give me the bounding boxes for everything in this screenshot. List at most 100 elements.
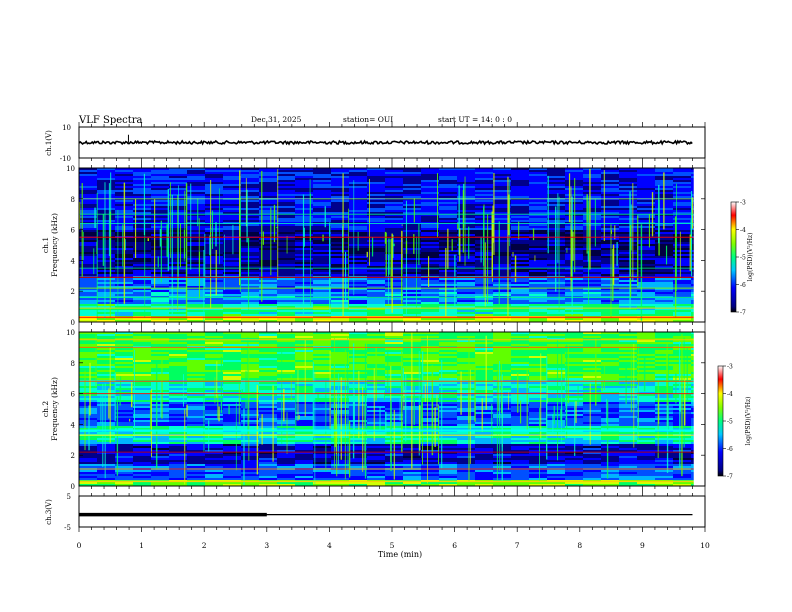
spectrogram-cell xyxy=(547,426,566,429)
spectrogram-cell xyxy=(493,272,512,275)
spectrogram-cell xyxy=(601,194,620,197)
spectrogram-cell xyxy=(619,360,638,363)
spectrogram-cell xyxy=(637,298,656,301)
spectrogram-cell xyxy=(565,334,584,337)
spectrogram-cell xyxy=(79,298,98,301)
spectrogram-cell xyxy=(601,294,620,297)
spectrogram-cell xyxy=(133,370,152,373)
spectrogram-cell xyxy=(601,286,620,289)
spectrogram-cell xyxy=(565,342,584,345)
spectrogram-cell xyxy=(223,426,242,429)
spectrogram-cell xyxy=(295,298,314,301)
spectrogram-cell xyxy=(637,286,656,289)
spectrogram-cell xyxy=(673,204,692,207)
spectrogram-cell xyxy=(133,298,152,301)
spectrogram-cell xyxy=(79,186,98,189)
spectrogram-cell xyxy=(151,204,170,207)
spectrogram-cell xyxy=(223,340,242,343)
spectrogram-cell xyxy=(259,420,278,423)
spectrogram-cell xyxy=(421,306,440,309)
spectrogram-cell xyxy=(421,212,440,215)
spectrogram-cell xyxy=(385,396,404,399)
spectrogram-cell xyxy=(493,270,512,273)
spectrogram-cell xyxy=(367,414,386,417)
spectrogram-cell xyxy=(295,376,314,379)
spectrogram-cell xyxy=(583,384,602,387)
spectrogram-cell xyxy=(637,196,656,199)
spectrogram-cell xyxy=(259,188,278,191)
spectrogram-cell xyxy=(385,242,404,245)
spectrogram-cell xyxy=(637,344,656,347)
spectrogram-cell xyxy=(421,390,440,393)
spectrogram-cell xyxy=(79,372,98,375)
spectrogram-cell xyxy=(385,178,404,181)
spectrogram-cell xyxy=(673,284,692,287)
spectrogram-cell xyxy=(601,418,620,421)
spectrogram-cell xyxy=(565,320,584,322)
spectrogram-cell xyxy=(475,300,494,303)
spectrogram-cell xyxy=(115,358,134,361)
spectrogram-cell xyxy=(547,186,566,189)
spectrogram-cell xyxy=(565,360,584,363)
spectrogram-cell xyxy=(511,238,530,241)
spectrogram-cell xyxy=(619,204,638,207)
spectrogram-cell xyxy=(637,348,656,351)
spectrogram-cell xyxy=(385,256,404,259)
spectrogram-cell xyxy=(493,214,512,217)
spectrogram-cell xyxy=(349,398,368,401)
spectrogram-cell xyxy=(97,200,116,203)
spectrogram-cell xyxy=(241,320,260,322)
spectrogram-cell xyxy=(583,300,602,303)
spectrogram-cell xyxy=(259,378,278,381)
spectrogram-cell xyxy=(349,194,368,197)
spectrogram-cell xyxy=(187,364,206,367)
spectrogram-cell xyxy=(205,206,224,209)
spectrogram-cell xyxy=(529,170,548,173)
spectrogram-cell xyxy=(565,374,584,377)
spectrogram-cell xyxy=(637,426,656,429)
spectrogram-cell xyxy=(133,240,152,243)
spectrogram-cell xyxy=(619,354,638,357)
spectrogram-cell xyxy=(79,188,98,191)
spectrogram-cell xyxy=(349,196,368,199)
spectrogram-cell xyxy=(547,384,566,387)
spectrogram-cell xyxy=(187,242,206,245)
spectrogram-cell xyxy=(79,320,98,322)
spectrogram-cell xyxy=(259,192,278,195)
spectrogram-cell xyxy=(187,348,206,351)
spectrogram-cell xyxy=(511,356,530,359)
spectrogram-cell xyxy=(583,294,602,297)
spectrogram-cell xyxy=(277,172,296,175)
spectrogram-cell xyxy=(583,270,602,273)
spectrogram-cell xyxy=(133,250,152,253)
spectrogram-cell xyxy=(529,254,548,257)
spectrogram-cell xyxy=(583,356,602,359)
spectrogram-cell xyxy=(241,340,260,343)
spectrogram-cell xyxy=(547,404,566,407)
spectrogram-cell xyxy=(385,218,404,221)
spectrogram-cell xyxy=(349,360,368,363)
spectrogram-cell xyxy=(205,210,224,213)
spectrogram-cell xyxy=(349,174,368,177)
spectrogram-cell xyxy=(331,302,350,305)
spectrogram-cell xyxy=(205,268,224,271)
spectrogram-cell xyxy=(601,206,620,209)
spectrogram-cell xyxy=(97,268,116,271)
spectrogram-cell xyxy=(97,172,116,175)
spectrogram-cell xyxy=(457,416,476,419)
spectrogram-cell xyxy=(331,216,350,219)
spectrogram-cell xyxy=(313,234,332,237)
spectrogram-cell xyxy=(277,438,296,441)
spectrogram-cell xyxy=(241,232,260,235)
spectrogram-cell xyxy=(403,174,422,177)
spectrogram-cell xyxy=(493,310,512,313)
spectrogram-cell xyxy=(403,286,422,289)
spectrogram-cell xyxy=(367,304,386,307)
spectrogram-cell xyxy=(601,356,620,359)
spectrogram-cell xyxy=(511,428,530,431)
spectrogram-cell xyxy=(421,432,440,435)
spectrogram-cell xyxy=(529,364,548,367)
spectrogram-cell xyxy=(529,224,548,227)
spectrogram-cell xyxy=(133,342,152,345)
spectrogram-cell xyxy=(169,352,188,355)
